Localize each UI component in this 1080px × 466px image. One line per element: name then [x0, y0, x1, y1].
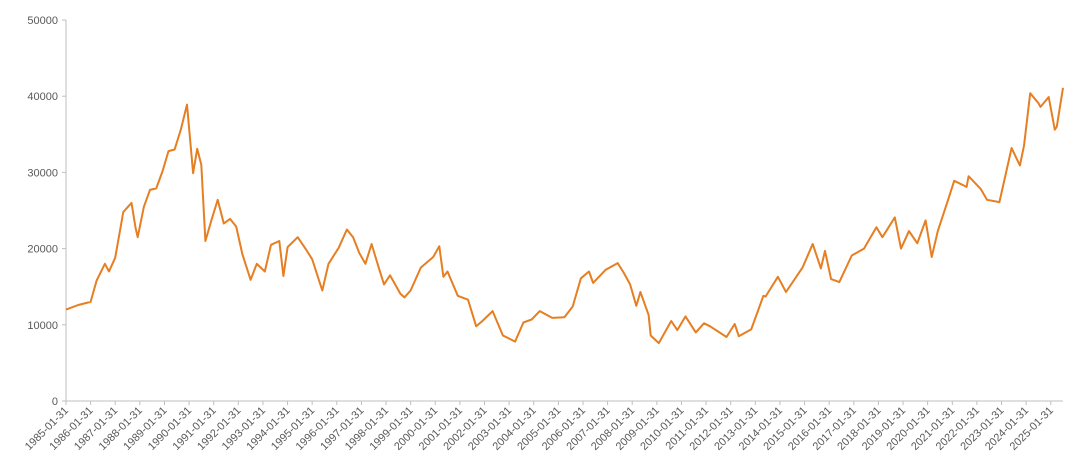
y-tick-label: 10000	[27, 320, 58, 332]
y-tick-label: 40000	[27, 91, 58, 103]
y-tick-label: 50000	[27, 15, 58, 27]
line	[65, 87, 1064, 345]
y-tick-label: 0	[52, 396, 58, 408]
y-tick-label: 30000	[27, 167, 58, 179]
y-tick-label: 20000	[27, 244, 58, 256]
